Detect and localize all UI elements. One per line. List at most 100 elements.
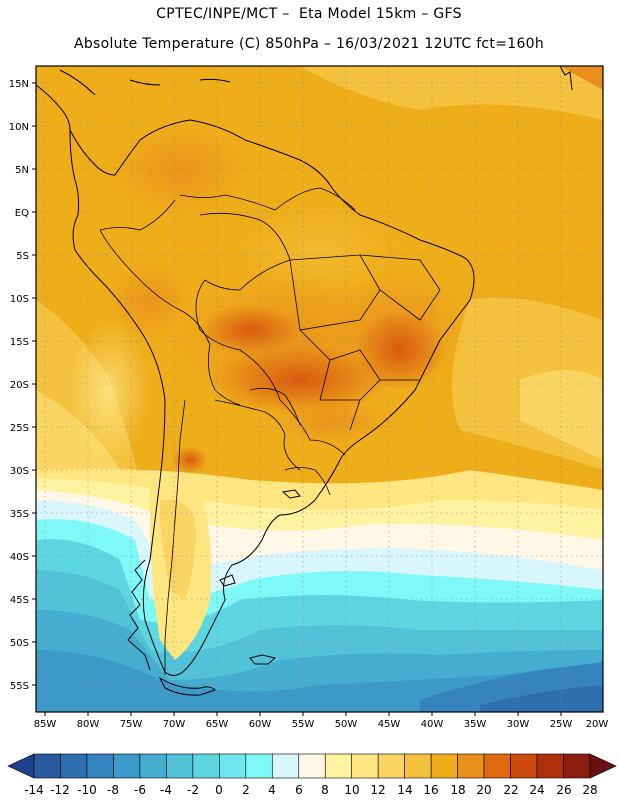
colorbar-label: 8	[321, 783, 329, 797]
colorbar-label: -10	[77, 783, 97, 797]
colorbar-max-triangle	[589, 753, 617, 779]
colorbar-label: -4	[160, 783, 172, 797]
lon-label: 25W	[550, 719, 573, 730]
colorbar-segment	[404, 753, 432, 779]
colorbar-label: 4	[268, 783, 276, 797]
colorbar-segment	[166, 753, 194, 779]
colorbar	[7, 753, 617, 779]
lat-label: 30S	[10, 466, 29, 477]
lon-label: 85W	[34, 719, 57, 730]
longitude-labels: 85W 80W 75W 70W 65W 60W 55W 50W 45W 40W …	[34, 719, 609, 730]
colorbar-segment	[139, 753, 167, 779]
lat-label: 50S	[10, 638, 29, 649]
colorbar-label: 24	[529, 783, 544, 797]
colorbar-segment	[430, 753, 458, 779]
argentina-north-border	[214, 399, 301, 471]
lon-label: 75W	[120, 719, 143, 730]
colorbar-segment	[33, 753, 61, 779]
colorbar-label: 20	[476, 783, 491, 797]
colorbar-label: -12	[50, 783, 70, 797]
lat-label: 45S	[10, 595, 29, 606]
south-america-coastline	[69, 119, 475, 676]
colorbar-segment	[563, 753, 591, 779]
colorbar-segment	[219, 753, 247, 779]
colorbar-segment	[192, 753, 220, 779]
colorbar-segment	[536, 753, 564, 779]
lon-label: 30W	[507, 719, 530, 730]
map-title-line2: Absolute Temperature (C) 850hPa – 16/03/…	[73, 36, 545, 52]
lat-label: 20S	[10, 380, 29, 391]
colorbar-label: 0	[215, 783, 223, 797]
latitude-labels: 15N 10N 5N EQ 5S 10S 15S 20S 25S 30S 35S…	[9, 79, 29, 692]
brazil-west-border	[195, 212, 346, 456]
lat-label: 10N	[9, 122, 29, 133]
colorbar-segment	[60, 753, 88, 779]
map-frame	[35, 65, 604, 713]
uruguay-border	[284, 467, 331, 496]
lat-label: 15N	[9, 79, 29, 90]
brazil-state-lines	[289, 254, 441, 431]
colorbar-label: 16	[423, 783, 438, 797]
lat-label: 10S	[10, 294, 29, 305]
lat-label: 35S	[10, 509, 29, 520]
colorbar-segment	[351, 753, 379, 779]
colorbar-min-triangle	[7, 753, 35, 779]
colorbar-label: 12	[370, 783, 385, 797]
colorbar-label: 2	[242, 783, 250, 797]
falkland-islands	[249, 654, 277, 665]
temperature-field	[36, 66, 603, 712]
colorbar-segment	[457, 753, 485, 779]
lon-label: 65W	[206, 719, 229, 730]
colorbar-label: 6	[295, 783, 303, 797]
colorbar-label: -6	[134, 783, 146, 797]
lon-label: 80W	[77, 719, 100, 730]
lat-label: 5N	[15, 165, 29, 176]
chile-fjords	[127, 559, 151, 671]
colorbar-segment	[113, 753, 141, 779]
argentina-chile-border	[164, 399, 186, 675]
colorbar-segment	[510, 753, 538, 779]
colorbar-label: 18	[450, 783, 465, 797]
caribbean-islands	[129, 66, 573, 91]
lon-label: 20W	[586, 719, 609, 730]
lat-label: 15S	[10, 337, 29, 348]
axis-ticks	[32, 82, 562, 716]
peninsula-valdes	[219, 574, 236, 587]
andean-borders	[99, 199, 176, 281]
colorbar-segment	[324, 753, 353, 779]
lon-label: 45W	[378, 719, 401, 730]
colorbar-label: 26	[556, 783, 571, 797]
lagoa-dos-patos	[281, 489, 301, 499]
colorbar-segment	[298, 753, 326, 779]
colorbar-segment	[86, 753, 114, 779]
peru-bolivia-border	[139, 279, 241, 406]
colorbar-label: 14	[397, 783, 412, 797]
lon-label: 40W	[421, 719, 444, 730]
colorbar-labels: -14 -12 -10 -8 -6 -4 -2 0 2 4 6 8 10 12 …	[24, 783, 597, 797]
lat-label: 5S	[16, 251, 29, 262]
colorbar-label: -8	[107, 783, 119, 797]
coastlines	[36, 66, 573, 696]
lat-label: 55S	[10, 681, 29, 692]
colorbar-segment	[271, 753, 300, 779]
paraguay-border	[249, 387, 301, 426]
colorbar-segment	[377, 753, 405, 779]
colorbar-label: -2	[187, 783, 199, 797]
lon-label: 55W	[292, 719, 315, 730]
lat-label: 40S	[10, 552, 29, 563]
lon-label: 60W	[249, 719, 272, 730]
tierra-del-fuego	[158, 676, 216, 696]
lon-label: 50W	[335, 719, 358, 730]
map-title-line1: CPTEC/INPE/MCT – Eta Model 15km – GFS	[156, 6, 462, 22]
brazil-north-border	[179, 187, 356, 211]
country-borders	[99, 187, 441, 675]
lat-label: 25S	[10, 423, 29, 434]
colorbar-label: -14	[24, 783, 44, 797]
colorbar-label: 10	[344, 783, 359, 797]
lon-label: 35W	[464, 719, 487, 730]
colorbar-label: 28	[582, 783, 597, 797]
lon-label: 70W	[163, 719, 186, 730]
lat-label: EQ	[15, 208, 29, 219]
colorbar-segment	[245, 753, 273, 779]
